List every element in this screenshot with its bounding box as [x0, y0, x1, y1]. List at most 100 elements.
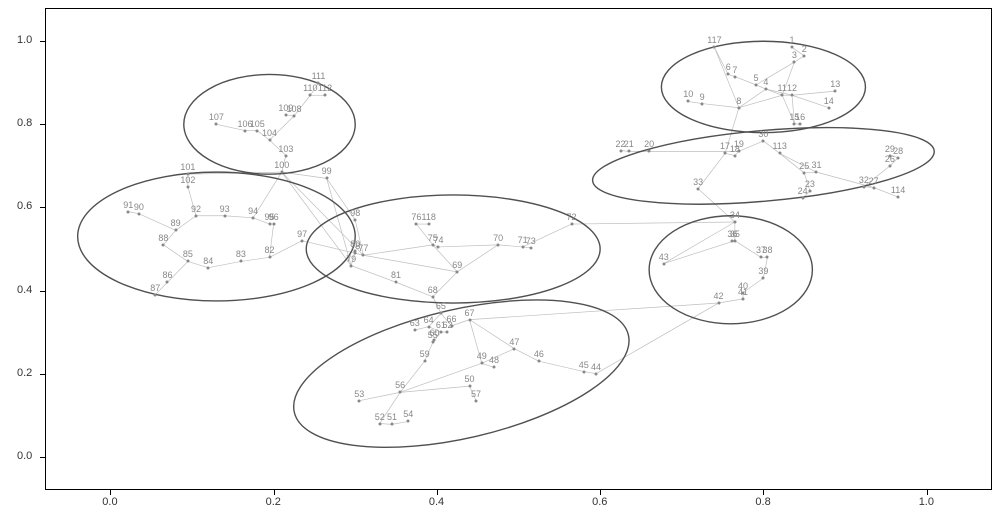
node-dot	[475, 399, 478, 402]
xtick-label: 0.0	[102, 496, 117, 508]
node-dot	[827, 106, 830, 109]
node-dot	[292, 115, 295, 118]
xtick-label: 0.4	[429, 496, 444, 508]
ytick-label: 1.0	[17, 34, 32, 46]
node-dot	[268, 256, 271, 259]
node-dot	[433, 339, 436, 342]
node-dot	[766, 256, 769, 259]
node-dot	[701, 102, 704, 105]
node-dot	[256, 129, 259, 132]
node-dot	[423, 360, 426, 363]
node-dot	[762, 277, 765, 280]
node-dot	[390, 423, 393, 426]
node-dot	[582, 370, 585, 373]
node-dot	[354, 250, 357, 253]
node-dot	[186, 185, 189, 188]
node-dot	[166, 281, 169, 284]
node-dot	[513, 347, 516, 350]
node-dot	[407, 420, 410, 423]
node-dot	[897, 156, 900, 159]
node-dot	[790, 94, 793, 97]
xtick-mark	[763, 490, 764, 495]
node-dot	[537, 360, 540, 363]
xtick-mark	[110, 490, 111, 495]
node-dot	[733, 154, 736, 157]
node-dot	[378, 422, 381, 425]
node-dot	[778, 152, 781, 155]
node-dot	[127, 210, 130, 213]
node-dot	[415, 223, 418, 226]
plot-area	[45, 8, 992, 490]
node-dot	[427, 223, 430, 226]
node-dot	[687, 100, 690, 103]
ytick-label: 0.2	[17, 367, 32, 379]
xtick-mark	[274, 490, 275, 495]
node-dot	[727, 73, 730, 76]
node-dot	[521, 245, 524, 248]
node-dot	[595, 372, 598, 375]
node-dot	[324, 94, 327, 97]
node-dot	[284, 154, 287, 157]
node-dot	[239, 260, 242, 263]
node-dot	[897, 196, 900, 199]
node-dot	[731, 239, 734, 242]
node-dot	[733, 220, 736, 223]
node-dot	[174, 229, 177, 232]
node-dot	[790, 46, 793, 49]
ytick-label: 0.6	[17, 200, 32, 212]
node-dot	[137, 212, 140, 215]
node-dot	[737, 106, 740, 109]
xtick-mark	[600, 490, 601, 495]
node-dot	[742, 291, 745, 294]
node-dot	[862, 185, 865, 188]
node-dot	[195, 214, 198, 217]
node-dot	[252, 216, 255, 219]
node-dot	[799, 123, 802, 126]
node-dot	[186, 173, 189, 176]
node-dot	[317, 81, 320, 84]
ytick-mark	[40, 457, 45, 458]
xtick-mark	[927, 490, 928, 495]
node-dot	[437, 245, 440, 248]
ytick-mark	[40, 374, 45, 375]
xtick-label: 0.8	[755, 496, 770, 508]
node-dot	[888, 164, 891, 167]
node-dot	[358, 399, 361, 402]
node-dot	[162, 243, 165, 246]
node-dot	[717, 302, 720, 305]
node-dot	[284, 113, 287, 116]
node-dot	[325, 177, 328, 180]
node-dot	[395, 281, 398, 284]
node-dot	[815, 171, 818, 174]
node-dot	[759, 256, 762, 259]
node-dot	[427, 325, 430, 328]
node-dot	[154, 293, 157, 296]
node-dot	[733, 75, 736, 78]
node-dot	[456, 270, 459, 273]
xtick-label: 0.6	[592, 496, 607, 508]
node-dot	[223, 214, 226, 217]
node-dot	[268, 223, 271, 226]
ytick-label: 0.0	[17, 450, 32, 462]
xtick-mark	[437, 490, 438, 495]
node-dot	[872, 186, 875, 189]
node-dot	[439, 331, 442, 334]
node-dot	[648, 150, 651, 153]
node-dot	[350, 264, 353, 267]
node-dot	[268, 139, 271, 142]
ytick-label: 0.8	[17, 117, 32, 129]
node-dot	[215, 123, 218, 126]
node-dot	[793, 61, 796, 64]
node-dot	[354, 218, 357, 221]
ytick-mark	[40, 124, 45, 125]
ytick-label: 0.4	[17, 284, 32, 296]
node-dot	[801, 197, 804, 200]
node-dot	[803, 171, 806, 174]
node-dot	[724, 152, 727, 155]
node-dot	[431, 243, 434, 246]
node-dot	[762, 139, 765, 142]
node-dot	[697, 187, 700, 190]
node-dot	[713, 46, 716, 49]
ytick-mark	[40, 291, 45, 292]
node-dot	[742, 297, 745, 300]
